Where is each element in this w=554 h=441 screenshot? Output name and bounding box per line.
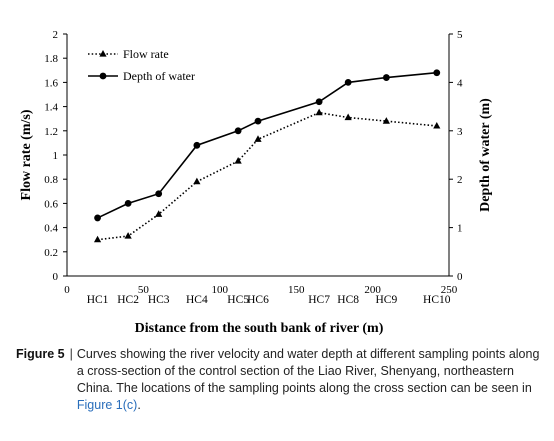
flow-rate-point — [254, 135, 262, 142]
y-right-tick-label: 4 — [457, 77, 463, 89]
chart-series — [93, 69, 441, 243]
y-right-tick-label: 1 — [457, 223, 463, 235]
y-right-tick-label: 3 — [457, 126, 463, 138]
chart-legend: Flow rate Depth of water — [88, 47, 195, 83]
y-left-tick-label: 1.4 — [44, 102, 58, 114]
depth-point — [234, 127, 242, 135]
sampling-point-label: HC6 — [247, 294, 269, 306]
y-axis-left-label: Flow rate (m/s) — [19, 109, 34, 200]
caption-text: Curves showing the river velocity and wa… — [76, 347, 540, 395]
figure-caption: Figure 5 | Curves showing the river veloc… — [16, 346, 544, 414]
sampling-point-label: HC10 — [423, 294, 451, 306]
depth-point — [315, 98, 323, 106]
flow-rate-point — [344, 113, 352, 121]
sampling-point-label: HC8 — [337, 294, 359, 306]
x-tick-label: 250 — [441, 284, 458, 296]
y-left-tick-label: 1.8 — [44, 53, 58, 65]
flow-rate-point — [155, 210, 163, 217]
y-left-tick-label: 1.6 — [44, 77, 58, 89]
sampling-point-label: HC1 — [87, 294, 109, 306]
flow-rate-point — [382, 117, 390, 124]
figure-link[interactable]: Figure 1(c) — [76, 398, 138, 412]
flow-rate-point — [433, 121, 441, 129]
legend-circle-marker — [99, 72, 107, 80]
sampling-point-label: HC4 — [186, 294, 208, 306]
y-left-tick-label: 0.8 — [44, 174, 58, 186]
sampling-point-label: HC7 — [308, 294, 330, 306]
y-left-tick-label: 0.2 — [44, 247, 58, 259]
sampling-point-label: HC2 — [117, 294, 139, 306]
y-left-tick-label: 0.4 — [44, 223, 58, 235]
y-right-tick-label: 2 — [457, 174, 463, 186]
caption-separator: | — [69, 347, 73, 361]
legend-triangle-marker — [99, 50, 107, 57]
depth-point — [382, 74, 390, 81]
sampling-point-label: HC5 — [227, 294, 249, 306]
x-tick-label: 0 — [64, 284, 70, 296]
depth-point — [124, 200, 132, 207]
depth-point — [433, 69, 441, 77]
y-left-tick-label: 1.2 — [44, 126, 58, 138]
y-right-tick-label: 0 — [457, 271, 463, 283]
x-tick-label: 50 — [138, 284, 150, 296]
legend-label: Flow rate — [123, 47, 169, 61]
legend-label: Depth of water — [123, 69, 195, 83]
flow-rate-point — [234, 157, 242, 164]
flow-rate-point — [193, 177, 201, 185]
x-tick-label: 100 — [212, 284, 229, 296]
depth-point — [193, 141, 201, 149]
depth-point — [94, 214, 101, 222]
sampling-point-label: HC9 — [375, 294, 397, 306]
depth-point — [155, 190, 163, 198]
series-line-1 — [97, 71, 437, 219]
y-axis-right-label: Depth of water (m) — [478, 98, 493, 212]
x-axis-label: Distance from the south bank of river (m… — [135, 321, 384, 336]
x-tick-label: 200 — [364, 284, 381, 296]
y-left-tick-label: 0.6 — [44, 198, 58, 210]
series-line-0 — [97, 111, 437, 241]
y-left-tick-label: 1 — [53, 150, 59, 162]
y-left-tick-label: 0 — [53, 271, 59, 283]
figure-label: Figure 5 — [16, 347, 65, 361]
flow-rate-point — [315, 108, 323, 116]
sampling-point-label: HC3 — [148, 294, 170, 306]
y-left-tick-label: 2 — [53, 29, 59, 41]
depth-point — [344, 79, 352, 86]
depth-point — [254, 117, 262, 125]
caption-end: . — [137, 398, 141, 412]
flow-rate-point — [124, 232, 132, 239]
y-right-tick-label: 5 — [457, 29, 463, 41]
x-tick-label: 150 — [288, 284, 305, 296]
flow-rate-point — [93, 235, 102, 243]
